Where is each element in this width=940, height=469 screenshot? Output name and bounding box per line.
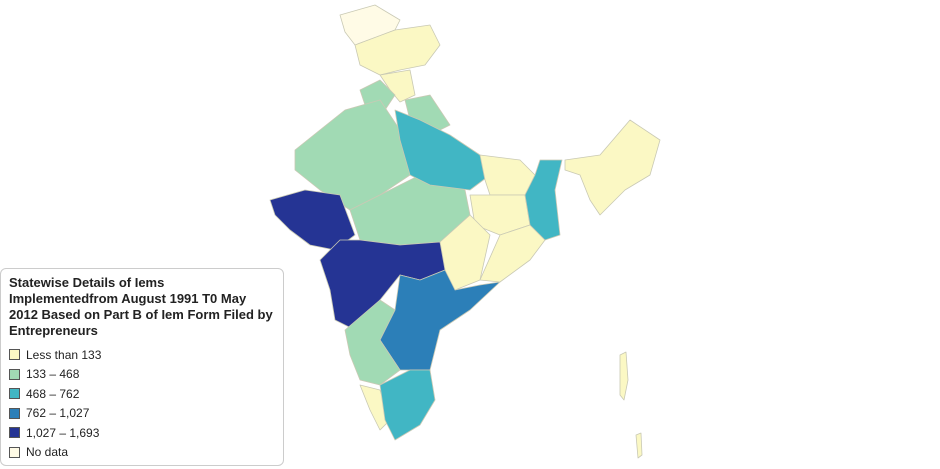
legend-swatch bbox=[9, 388, 20, 400]
legend: Statewise Details of Iems Implementedfro… bbox=[0, 268, 284, 466]
legend-label: No data bbox=[26, 445, 69, 460]
legend-swatch bbox=[9, 368, 20, 380]
legend-swatch bbox=[9, 446, 20, 458]
legend-swatch bbox=[9, 349, 20, 361]
legend-item[interactable]: 1,027 – 1,693 bbox=[9, 423, 275, 443]
region bbox=[524, 159, 563, 241]
legend-item[interactable]: 133 – 468 bbox=[9, 365, 275, 385]
legend-title: Statewise Details of Iems Implementedfro… bbox=[9, 275, 273, 338]
legend-items: Less than 133 133 – 468 468 – 762 762 – 1,0… bbox=[9, 345, 275, 462]
legend-swatch bbox=[9, 407, 20, 419]
region bbox=[344, 299, 401, 386]
region bbox=[379, 69, 416, 103]
legend-item[interactable]: 468 – 762 bbox=[9, 384, 275, 404]
region bbox=[479, 154, 536, 196]
legend-item[interactable]: Less than 133 bbox=[9, 345, 275, 365]
legend-item[interactable]: No data bbox=[9, 443, 275, 463]
region bbox=[359, 384, 391, 431]
region bbox=[479, 224, 546, 283]
legend-label: 133 – 468 bbox=[26, 367, 80, 382]
legend-item[interactable]: 762 – 1,027 bbox=[9, 404, 275, 424]
region bbox=[619, 351, 629, 401]
legend-label: Less than 133 bbox=[26, 347, 102, 362]
region bbox=[354, 24, 441, 76]
region bbox=[564, 119, 661, 216]
region bbox=[394, 109, 491, 191]
legend-label: 468 – 762 bbox=[26, 386, 80, 401]
region bbox=[635, 432, 643, 459]
legend-label: 762 – 1,027 bbox=[26, 406, 90, 421]
region bbox=[379, 369, 436, 441]
region bbox=[379, 269, 501, 371]
region bbox=[294, 99, 411, 211]
region bbox=[359, 79, 396, 111]
legend-label: 1,027 – 1,693 bbox=[26, 425, 100, 440]
legend-swatch bbox=[9, 427, 20, 439]
